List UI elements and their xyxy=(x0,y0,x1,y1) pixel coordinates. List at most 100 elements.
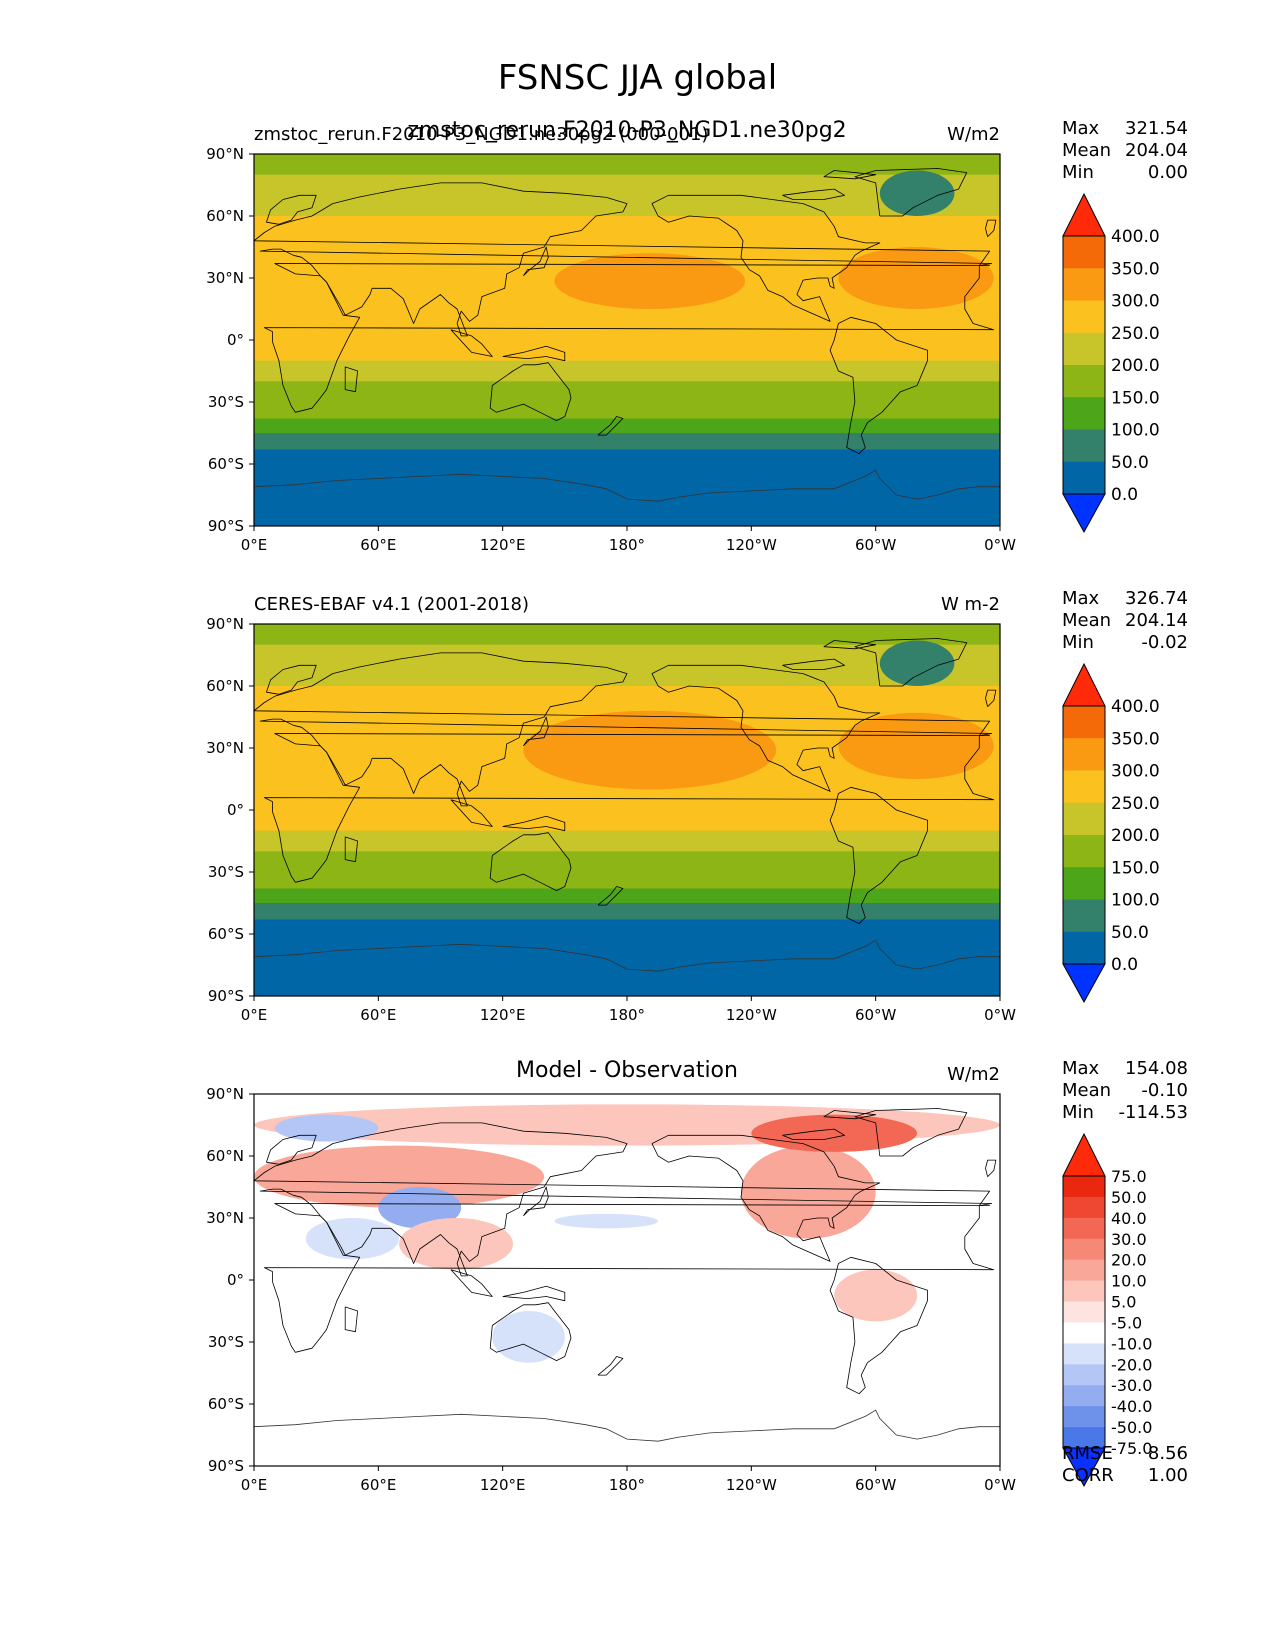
colorbar-segment xyxy=(1063,461,1105,495)
lon-tick-label: 180° xyxy=(609,1476,645,1494)
colorbar-max-extend xyxy=(1062,192,1106,237)
map-panel-3: 90°N 60°N 30°N 0° 30°S 60°S 90°S0°E 60°E 120°E 18… xyxy=(206,1085,1016,1494)
colorbar-segment xyxy=(1063,429,1105,463)
panel2-max-label: Max xyxy=(1062,588,1100,609)
zonal-band-9 xyxy=(254,433,1000,451)
coastline-12 xyxy=(597,886,624,906)
colorbar-label: -75.0 xyxy=(1111,1439,1152,1458)
coastline-15 xyxy=(823,1110,877,1120)
colorbar-label: 0.0 xyxy=(1111,485,1138,505)
zonal-band-8 xyxy=(254,888,1000,904)
colorbar-segment xyxy=(1063,1238,1105,1260)
lat-tick-label: 90°S xyxy=(208,517,244,535)
feature-tibetan-plateau xyxy=(378,1187,462,1229)
lat-tick-label: 0° xyxy=(227,801,244,819)
coastline-3 xyxy=(489,832,572,891)
colorbar-1: 400.0 350.0 300.0 250.0 200.0 150.0 100.0 50.0 0… xyxy=(1062,192,1160,534)
lon-tick-label: 120°W xyxy=(726,1006,777,1024)
feature-south-america xyxy=(834,1269,918,1322)
colorbar-segment xyxy=(1063,397,1105,430)
lon-tick-label: 180° xyxy=(609,536,645,554)
coastline-4 xyxy=(651,664,881,792)
coastline-7 xyxy=(266,1134,317,1165)
colorbar-label: 250.0 xyxy=(1111,794,1160,814)
coastline-6 xyxy=(854,638,968,687)
colorbar-label: 50.0 xyxy=(1111,453,1149,473)
lat-tick-label: 30°N xyxy=(206,739,244,757)
colorbar-label: 350.0 xyxy=(1111,259,1160,279)
panel2-mean-label: Mean xyxy=(1062,610,1112,631)
colorbar-label: 40.0 xyxy=(1111,1209,1147,1228)
panel1-max-label: Max xyxy=(1062,118,1100,139)
feature-north-atlantic xyxy=(838,247,994,309)
lat-tick-label: 60°N xyxy=(206,1147,244,1165)
lon-tick-label: 0°W xyxy=(984,1476,1016,1494)
panel3-rmse-value: 8.56 xyxy=(1147,1443,1188,1464)
coastline-2 xyxy=(263,1203,995,1353)
panel3-corr-label: CORR xyxy=(1062,1465,1114,1486)
colorbar-segment xyxy=(1063,332,1105,366)
colorbar-label: 300.0 xyxy=(1111,292,1160,312)
panel1-min-label: Min xyxy=(1062,162,1094,183)
colorbar-frame xyxy=(1062,1175,1106,1449)
colorbar-segment xyxy=(1063,1385,1105,1407)
zonal-band-6 xyxy=(254,381,1000,403)
colorbar-2: 400.0 350.0 300.0 250.0 200.0 150.0 100.0 50.0 0… xyxy=(1062,662,1160,1004)
colorbar-segment xyxy=(1063,1280,1105,1302)
colorbar-min-extend xyxy=(1062,493,1106,534)
lat-tick-label: 0° xyxy=(227,331,244,349)
colorbar-label: 10.0 xyxy=(1111,1272,1147,1291)
lat-tick-label: 60°N xyxy=(206,207,244,225)
coastline-9 xyxy=(523,716,549,747)
coastline-15 xyxy=(823,640,877,650)
lat-tick-label: 90°N xyxy=(206,145,244,163)
panel3-min-value: -114.53 xyxy=(1118,1102,1188,1123)
colorbar-segment xyxy=(1063,899,1105,933)
feature-central-pacific xyxy=(554,1213,659,1229)
colorbar-segment xyxy=(1063,867,1105,900)
coastline-12 xyxy=(597,1356,624,1376)
coastline-5 xyxy=(829,316,928,455)
zonal-band-7 xyxy=(254,872,1000,890)
coastline-14 xyxy=(782,188,845,200)
zonal-band-1 xyxy=(254,624,1000,646)
zonal-band-2 xyxy=(254,644,1000,687)
panel2-left-title: CERES-EBAF v4.1 (2001-2018) xyxy=(254,594,530,615)
colorbar-label: 400.0 xyxy=(1111,697,1160,717)
colorbar-label: -5.0 xyxy=(1111,1313,1142,1332)
lat-tick-label: 30°S xyxy=(208,1333,244,1351)
colorbar-segment xyxy=(1063,1217,1105,1240)
panel2-units: W m-2 xyxy=(940,594,1000,615)
antarctica-coastline xyxy=(254,1409,1000,1442)
panel1-left-title: zmstoc_rerun.F2010-P3_NGD1.ne30pg2 (000-… xyxy=(254,124,709,145)
lat-tick-label: 60°S xyxy=(208,455,244,473)
zonal-band-9 xyxy=(254,903,1000,921)
coastline-2 xyxy=(263,263,995,413)
colorbar-label: 100.0 xyxy=(1111,421,1160,441)
colorbar-segment xyxy=(1063,706,1105,739)
colorbar-max-extend xyxy=(1062,662,1106,707)
colorbar-label: -20.0 xyxy=(1111,1355,1152,1374)
colorbar-frame xyxy=(1062,235,1106,495)
panel2-min-value: -0.02 xyxy=(1141,632,1188,653)
lon-tick-label: 60°E xyxy=(360,1006,396,1024)
zonal-band-8 xyxy=(254,418,1000,434)
lat-tick-label: 30°S xyxy=(208,393,244,411)
lon-tick-label: 120°E xyxy=(480,536,526,554)
colorbar-label: 0.0 xyxy=(1111,955,1138,975)
panel1-max-value: 321.54 xyxy=(1125,118,1188,139)
panel3-units: W/m2 xyxy=(947,1064,1000,1085)
lon-tick-label: 120°E xyxy=(480,1006,526,1024)
colorbar-segment xyxy=(1063,931,1105,965)
lat-tick-label: 90°S xyxy=(208,1457,244,1475)
colorbar-label: -10.0 xyxy=(1111,1334,1152,1353)
lon-tick-label: 0°W xyxy=(984,1006,1016,1024)
zonal-band-5 xyxy=(254,360,1000,382)
colorbar-max-extend xyxy=(1062,1132,1106,1177)
coastline-5 xyxy=(829,786,928,925)
lat-tick-label: 60°S xyxy=(208,1395,244,1413)
panel3-mean-label: Mean xyxy=(1062,1080,1112,1101)
colorbar-segment xyxy=(1063,770,1105,804)
colorbar-label: 150.0 xyxy=(1111,858,1160,878)
coastline-6 xyxy=(854,1108,968,1157)
